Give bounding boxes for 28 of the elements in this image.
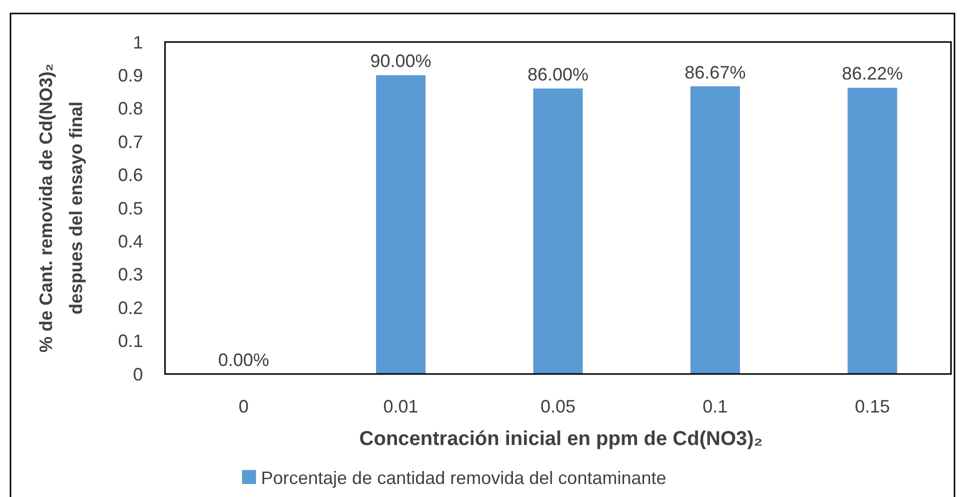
y-tick-label: 0.3 xyxy=(118,264,143,285)
data-label: 86.22% xyxy=(842,64,903,84)
y-tick-label: 0.5 xyxy=(118,198,143,218)
x-tick-label: 0.01 xyxy=(383,396,418,416)
bar xyxy=(533,88,583,374)
y-tick-label: 0.9 xyxy=(118,66,143,86)
y-tick-label: 0.1 xyxy=(118,331,143,352)
data-label: 90.00% xyxy=(370,51,432,72)
x-axis-title: Concentración inicial en ppm de Cd(NO3)₂ xyxy=(359,428,763,450)
bar xyxy=(376,75,426,374)
x-tick-label: 0 xyxy=(238,396,249,416)
data-label: 86.67% xyxy=(684,62,746,82)
bar xyxy=(690,86,740,374)
x-tick-label: 0.15 xyxy=(854,396,890,416)
y-axis-title: % de Cant. removida de Cd(NO3)₂ despues del ensayo final xyxy=(36,63,86,353)
x-tick-label: 0.05 xyxy=(540,396,576,416)
data-label: 86.00% xyxy=(527,64,589,84)
y-tick-label: 0 xyxy=(132,364,143,384)
x-tick-label: 0.1 xyxy=(702,396,728,416)
y-tick-label: 0.2 xyxy=(118,298,143,318)
bar xyxy=(848,88,898,374)
y-tick-label: 0.7 xyxy=(118,132,143,152)
y-tick-label: 0.8 xyxy=(118,98,143,119)
y-tick-label: 1 xyxy=(132,32,143,52)
y-tick-label: 0.4 xyxy=(118,232,143,252)
y-tick-label: 0.6 xyxy=(118,165,143,186)
data-label: 0.00% xyxy=(218,350,270,370)
legend-label: Porcentaje de cantidad removida del contaminante xyxy=(261,468,666,488)
